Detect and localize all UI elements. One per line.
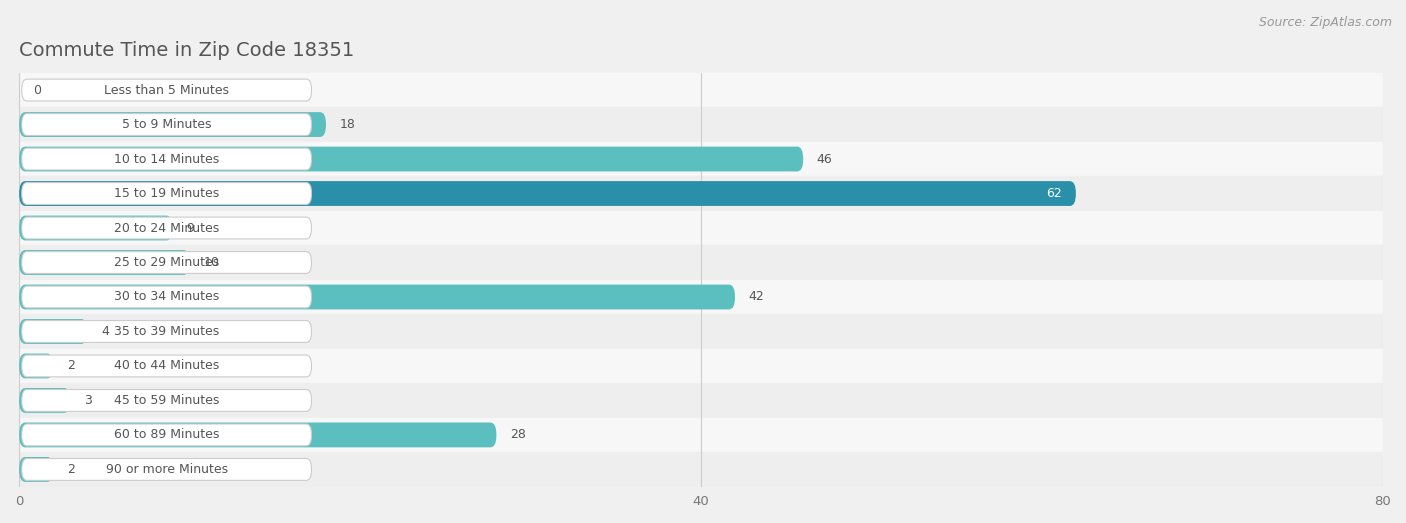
Text: 2: 2 [67,463,75,476]
Text: 25 to 29 Minutes: 25 to 29 Minutes [114,256,219,269]
Text: 60 to 89 Minutes: 60 to 89 Minutes [114,428,219,441]
Text: Less than 5 Minutes: Less than 5 Minutes [104,84,229,97]
Bar [20,73,1382,107]
FancyBboxPatch shape [20,354,53,378]
Text: 10 to 14 Minutes: 10 to 14 Minutes [114,153,219,166]
Bar [20,142,1382,176]
FancyBboxPatch shape [21,217,312,239]
Text: 30 to 34 Minutes: 30 to 34 Minutes [114,290,219,303]
Bar [20,245,1382,280]
Text: 46: 46 [817,153,832,166]
Bar [20,314,1382,349]
Text: 62: 62 [1046,187,1062,200]
Text: 4: 4 [101,325,108,338]
FancyBboxPatch shape [20,250,190,275]
FancyBboxPatch shape [21,321,312,343]
FancyBboxPatch shape [21,79,312,101]
Bar [20,452,1382,487]
FancyBboxPatch shape [21,459,312,480]
Text: 3: 3 [84,394,91,407]
Bar [20,349,1382,383]
FancyBboxPatch shape [21,390,312,412]
Text: 40 to 44 Minutes: 40 to 44 Minutes [114,359,219,372]
Text: 10: 10 [204,256,219,269]
Bar [20,280,1382,314]
Text: Commute Time in Zip Code 18351: Commute Time in Zip Code 18351 [20,41,354,60]
FancyBboxPatch shape [21,148,312,170]
Text: Source: ZipAtlas.com: Source: ZipAtlas.com [1258,16,1392,29]
FancyBboxPatch shape [20,112,326,137]
FancyBboxPatch shape [21,113,312,135]
FancyBboxPatch shape [20,146,803,172]
FancyBboxPatch shape [21,286,312,308]
FancyBboxPatch shape [20,388,70,413]
Text: 45 to 59 Minutes: 45 to 59 Minutes [114,394,219,407]
Text: 20 to 24 Minutes: 20 to 24 Minutes [114,222,219,234]
Text: 42: 42 [748,290,765,303]
Bar [20,418,1382,452]
Bar [20,107,1382,142]
FancyBboxPatch shape [21,183,312,204]
Bar [20,383,1382,418]
Text: 90 or more Minutes: 90 or more Minutes [105,463,228,476]
FancyBboxPatch shape [20,457,53,482]
Text: 2: 2 [67,359,75,372]
Text: 15 to 19 Minutes: 15 to 19 Minutes [114,187,219,200]
Text: 0: 0 [32,84,41,97]
FancyBboxPatch shape [20,319,87,344]
Text: 9: 9 [186,222,194,234]
Text: 18: 18 [340,118,356,131]
Bar [20,211,1382,245]
FancyBboxPatch shape [20,423,496,447]
FancyBboxPatch shape [20,215,173,241]
FancyBboxPatch shape [20,285,735,310]
FancyBboxPatch shape [21,424,312,446]
Text: 28: 28 [510,428,526,441]
FancyBboxPatch shape [21,355,312,377]
Bar [20,176,1382,211]
Text: 35 to 39 Minutes: 35 to 39 Minutes [114,325,219,338]
Text: 5 to 9 Minutes: 5 to 9 Minutes [122,118,211,131]
FancyBboxPatch shape [21,252,312,274]
FancyBboxPatch shape [20,181,1076,206]
